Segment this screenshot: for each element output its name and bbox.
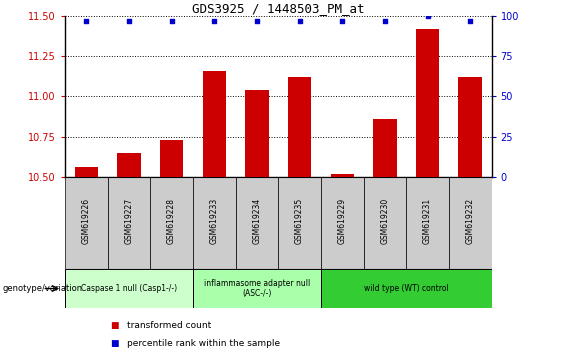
Point [253,18,262,24]
Title: GDS3925 / 1448503_PM_at: GDS3925 / 1448503_PM_at [192,2,364,15]
Point [82,18,91,24]
Text: ■: ■ [110,339,119,348]
Text: GSM619231: GSM619231 [423,198,432,244]
Text: transformed count: transformed count [127,321,211,330]
Bar [406,177,449,269]
Bar [321,177,364,269]
Text: GSM619233: GSM619233 [210,198,219,244]
Point [210,18,219,24]
Bar [245,90,269,177]
Bar [160,140,184,177]
Text: inflammasome adapter null
(ASC-/-): inflammasome adapter null (ASC-/-) [204,279,310,298]
Bar [107,177,150,269]
Point [423,13,432,19]
Text: genotype/variation: genotype/variation [3,284,83,293]
Bar [458,77,482,177]
Point [338,18,347,24]
Text: Caspase 1 null (Casp1-/-): Caspase 1 null (Casp1-/-) [81,284,177,293]
Point [380,18,389,24]
Bar [193,177,236,269]
Text: percentile rank within the sample: percentile rank within the sample [127,339,280,348]
Text: GSM619232: GSM619232 [466,198,475,244]
Bar [65,177,107,269]
Bar [331,174,354,177]
Bar [364,177,406,269]
Text: GSM619226: GSM619226 [82,198,91,244]
Bar [416,29,440,177]
Text: wild type (WT) control: wild type (WT) control [364,284,449,293]
Text: GSM619234: GSM619234 [253,198,262,244]
Text: GSM619228: GSM619228 [167,198,176,244]
Point [295,18,304,24]
Bar [202,71,226,177]
Text: GSM619229: GSM619229 [338,198,347,244]
Bar [65,269,193,308]
Point [466,18,475,24]
Bar [150,177,193,269]
Bar [288,77,311,177]
Bar [279,177,321,269]
Bar [321,269,492,308]
Text: GSM619235: GSM619235 [295,198,304,244]
Text: ■: ■ [110,321,119,330]
Bar [236,177,278,269]
Text: GSM619230: GSM619230 [380,198,389,244]
Bar [373,119,397,177]
Point [167,18,176,24]
Point [124,18,133,24]
Bar [75,167,98,177]
Text: GSM619227: GSM619227 [124,198,133,244]
Bar [449,177,492,269]
Bar [117,153,141,177]
Bar [193,269,321,308]
